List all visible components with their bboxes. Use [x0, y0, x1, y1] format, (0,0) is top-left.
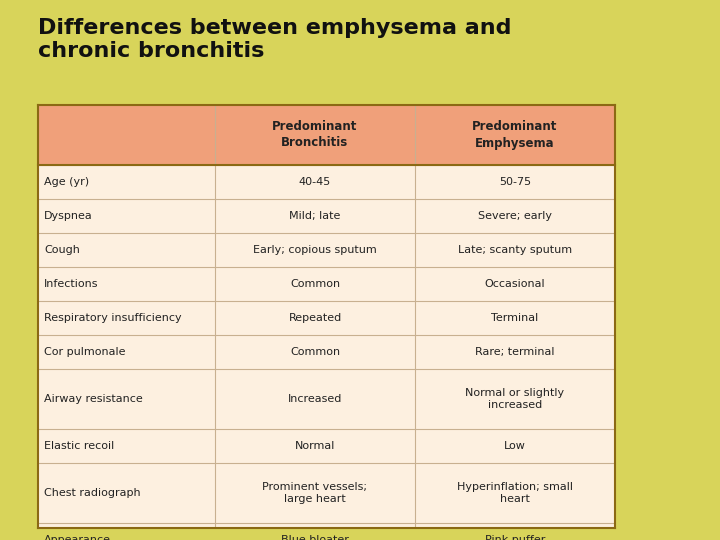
Bar	[38, 105, 615, 165]
Bar	[38, 105, 615, 528]
Text: Late; scanty sputum: Late; scanty sputum	[458, 245, 572, 255]
Text: Predominant
Emphysema: Predominant Emphysema	[472, 120, 558, 150]
Text: Normal: Normal	[294, 441, 336, 451]
Text: 40-45: 40-45	[299, 177, 331, 187]
Text: Differences between emphysema and
chronic bronchitis: Differences between emphysema and chroni…	[38, 18, 511, 61]
Text: Blue bloater: Blue bloater	[281, 535, 349, 540]
Text: Cor pulmonale: Cor pulmonale	[44, 347, 125, 357]
Text: Infections: Infections	[44, 279, 99, 289]
Text: Predominant
Bronchitis: Predominant Bronchitis	[272, 120, 358, 150]
Text: Prominent vessels;
large heart: Prominent vessels; large heart	[263, 482, 367, 504]
Text: Appearance: Appearance	[44, 535, 111, 540]
Text: Common: Common	[290, 279, 340, 289]
Text: Common: Common	[290, 347, 340, 357]
Text: Terminal: Terminal	[491, 313, 539, 323]
Text: Cough: Cough	[44, 245, 80, 255]
Text: Increased: Increased	[288, 394, 342, 404]
Text: Hyperinflation; small
heart: Hyperinflation; small heart	[457, 482, 573, 504]
Text: Severe; early: Severe; early	[478, 211, 552, 221]
Text: Respiratory insufficiency: Respiratory insufficiency	[44, 313, 181, 323]
Text: Early; copious sputum: Early; copious sputum	[253, 245, 377, 255]
Text: Age (yr): Age (yr)	[44, 177, 89, 187]
Text: Dyspnea: Dyspnea	[44, 211, 93, 221]
Text: Normal or slightly
increased: Normal or slightly increased	[465, 388, 564, 410]
Text: Airway resistance: Airway resistance	[44, 394, 143, 404]
Text: Repeated: Repeated	[289, 313, 341, 323]
Text: Pink puffer: Pink puffer	[485, 535, 545, 540]
Text: Low: Low	[504, 441, 526, 451]
Text: Elastic recoil: Elastic recoil	[44, 441, 114, 451]
Text: Chest radiograph: Chest radiograph	[44, 488, 140, 498]
Text: Mild; late: Mild; late	[289, 211, 341, 221]
Text: Occasional: Occasional	[485, 279, 545, 289]
Text: Rare; terminal: Rare; terminal	[475, 347, 554, 357]
Text: 50-75: 50-75	[499, 177, 531, 187]
